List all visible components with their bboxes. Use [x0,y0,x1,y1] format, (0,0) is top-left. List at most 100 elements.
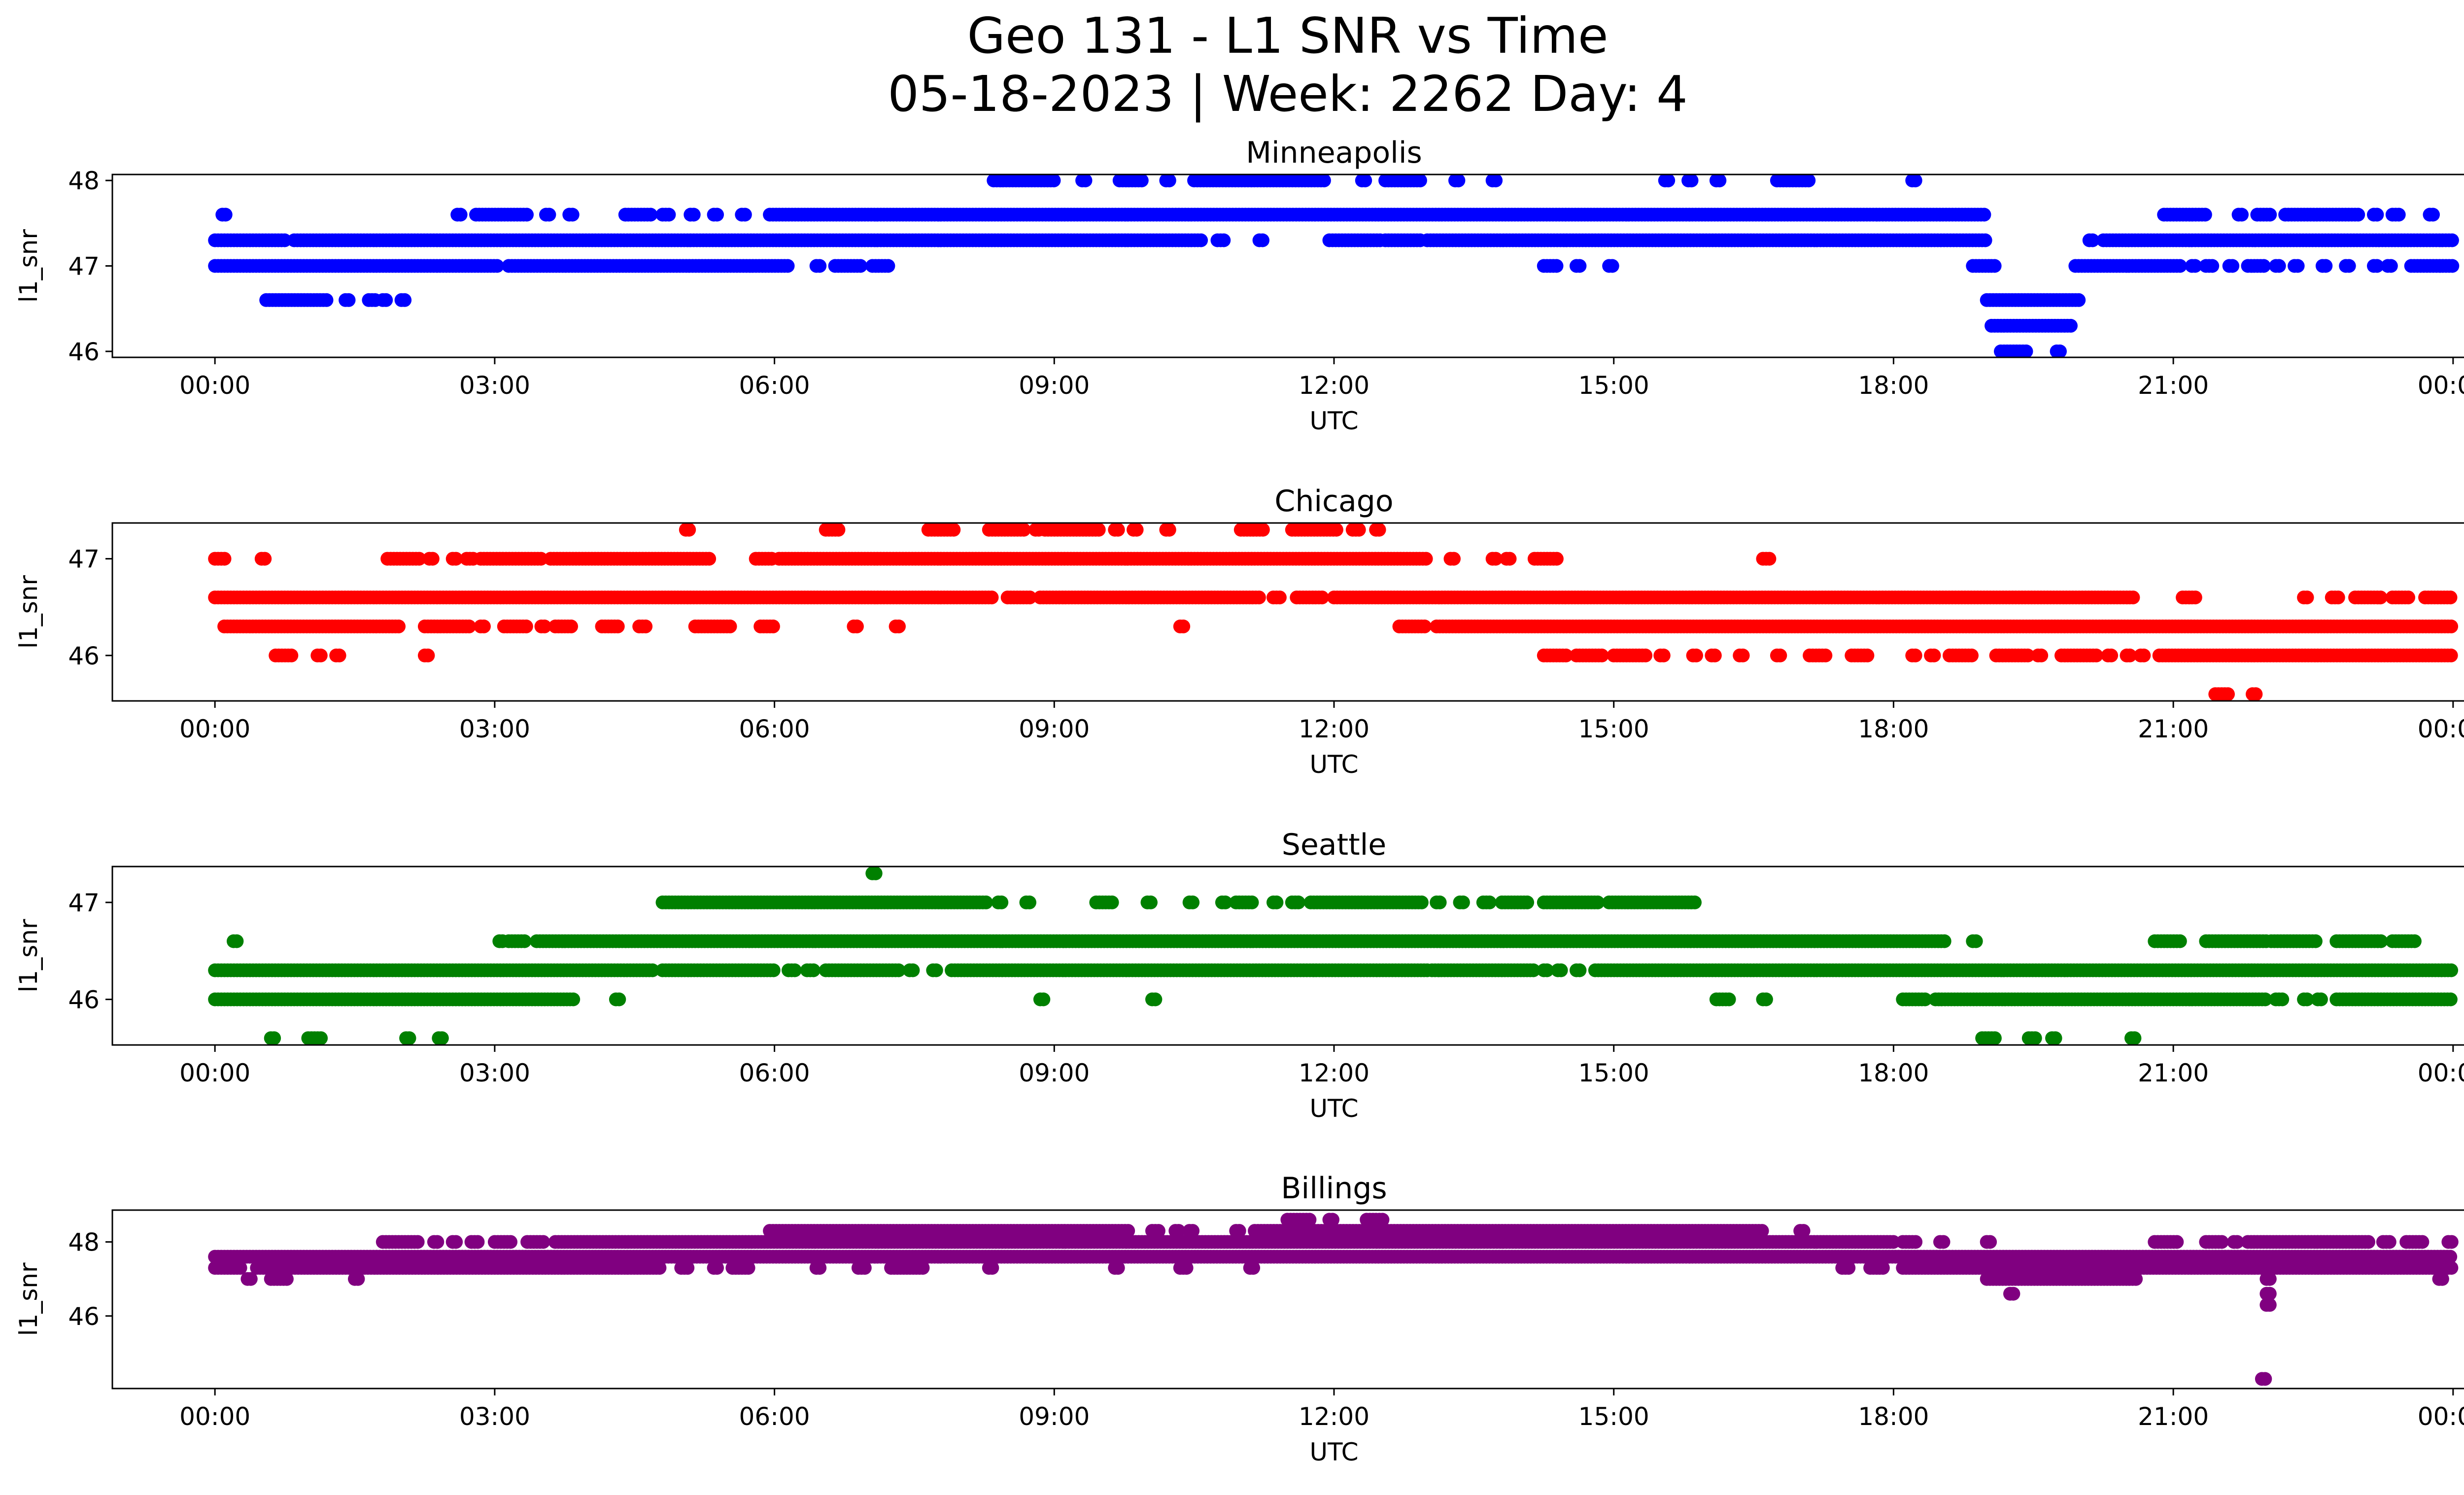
data-point [490,259,504,273]
data-point [1503,552,1517,566]
data-point [1688,895,1702,909]
data-point [854,259,868,273]
data-point [1762,552,1777,566]
data-point [2291,259,2305,273]
data-point [1549,259,1564,273]
y-tick-label: 46 [68,642,100,670]
data-point [1549,552,1564,566]
data-point [1256,523,1270,537]
data-point [2173,259,2187,273]
data-point [646,963,660,977]
data-point [1860,648,1875,662]
x-tick-label: 00:00 [2418,371,2464,400]
data-point [2370,259,2384,273]
data-point [1520,895,1535,909]
data-point [1908,648,1922,662]
data-point [2072,293,2086,307]
data-point [1969,934,1983,948]
data-point [1194,233,1208,247]
data-point [1372,523,1386,537]
data-point [1252,591,1266,605]
data-point [806,963,821,977]
data-point [564,619,578,633]
data-point [217,552,232,566]
data-point [1489,174,1503,188]
data-point [766,619,780,633]
data-point [1759,992,1773,1007]
data-point [1419,552,1433,566]
x-tick-label: 21:00 [2138,715,2209,743]
data-point [1129,523,1144,537]
data-point [1451,174,1466,188]
panel-chicago-title: Chicago [1274,484,1393,519]
data-point [332,648,346,662]
data-point [537,619,551,633]
data-point [1684,174,1699,188]
data-point [881,259,895,273]
data-point [2263,208,2277,222]
data-point [1447,552,1461,566]
data-point [2126,591,2140,605]
data-point [449,552,463,566]
panel-chicago-points [208,523,2459,701]
data-point [2249,687,2263,701]
data-point [1573,259,1587,273]
data-point [1482,895,1497,909]
data-point [277,233,292,247]
data-point [1977,208,1991,222]
data-point [2272,259,2286,273]
data-point [1489,552,1503,566]
data-point [1987,259,2002,273]
x-tick-label: 00:00 [179,371,250,400]
y-tick-label: 48 [68,167,100,195]
data-point [1023,591,1037,605]
y-tick-label: 47 [68,545,100,574]
data-point [781,259,795,273]
data-point [2384,259,2398,273]
data-point [2426,208,2440,222]
data-point [1036,992,1051,1007]
y-axis-label: l1_snr [14,229,43,303]
x-tick-label: 03:00 [459,371,530,400]
data-point [1162,523,1176,537]
data-point [2445,233,2459,247]
data-point [929,963,943,977]
data-point [2300,591,2314,605]
data-point [1217,233,1231,247]
data-point [2188,259,2202,273]
data-point [2374,934,2388,948]
data-point [1272,591,1287,605]
data-point [1162,174,1176,188]
data-point [1358,174,1372,188]
data-point [2221,687,2235,701]
x-tick-label: 00:00 [179,715,250,743]
data-point [1017,523,1031,537]
data-point [831,523,846,537]
data-point [1605,259,1619,273]
data-point [520,208,534,222]
panel-seattle-points [208,867,2459,1045]
data-point [1291,895,1305,909]
x-tick-label: 18:00 [1858,715,1929,743]
data-point [1722,992,1736,1007]
x-tick-label: 06:00 [739,715,810,743]
data-point [611,619,625,633]
data-point [412,552,426,566]
data-point [2064,318,2078,333]
data-point [1329,523,1343,537]
data-point [313,648,328,662]
data-point [1092,523,1106,537]
figure-title: Geo 131 - L1 SNR vs Time 05-18-2023 | We… [0,7,2464,123]
data-point [644,208,658,222]
data-point [1965,648,1979,662]
data-point [425,552,440,566]
data-point [453,208,468,222]
data-point [612,992,626,1007]
data-point [2235,208,2249,222]
data-point [2444,648,2458,662]
data-point [1773,648,1787,662]
x-tick-label: 12:00 [1299,371,1369,400]
data-point [2173,934,2187,948]
data-point [1937,934,1951,948]
figure-title-line-1: Geo 131 - L1 SNR vs Time [967,7,1608,65]
